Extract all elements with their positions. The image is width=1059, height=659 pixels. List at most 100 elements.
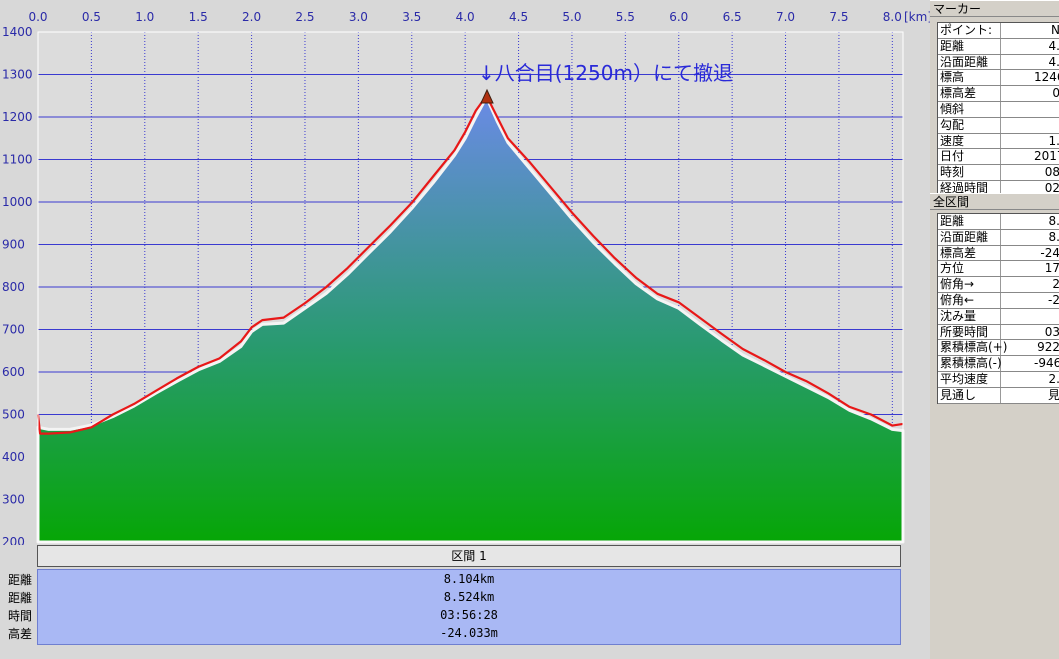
marker-row-value: 08 [1044, 165, 1059, 180]
marker-row: 勾配 [938, 118, 1059, 134]
total-row-value: 8. [1048, 229, 1059, 244]
section-time: 03:56:28 [440, 608, 498, 622]
total-row-value: 見 [1047, 387, 1059, 402]
info-side-panel: マーカー ポイント:N距離4.沿面距離4.標高1246標高差0傾斜勾配速度1.日… [930, 0, 1059, 659]
section-values: 8.104km 8.524km 03:56:28 -24.033m [37, 569, 901, 645]
total-row-key: 累積標高(+) [940, 340, 1008, 355]
section-distance: 8.104km [443, 572, 495, 586]
total-row-key: 距離 [940, 214, 965, 228]
total-row: 累積標高(+) 922 [938, 340, 1059, 357]
total-row: 沿面距離 8. [938, 230, 1059, 246]
y-tick-labels: 1400 1300 1200 1100 1000 900 800 700 600 500 400 30… [2, 25, 33, 545]
elevation-area-layer [36, 95, 905, 544]
x-tick-label: 4.5 [509, 10, 528, 24]
marker-row: 沿面距離 4. [938, 55, 1059, 71]
x-tick-label: 4.0 [456, 10, 475, 24]
plot-border [37, 31, 904, 543]
x-tick-label: 7.5 [829, 10, 848, 24]
y-tick-label: 600 [2, 365, 25, 379]
marker-row: 標高 1246 [938, 70, 1059, 87]
marker-row: 速度 1. [938, 134, 1059, 150]
marker-row-value: 4. [1048, 38, 1059, 53]
total-row-key: 沈み量 [940, 308, 977, 323]
x-tick-label: 5.0 [562, 10, 581, 24]
total-row-value: -946 [1034, 356, 1059, 371]
x-tick-label: 1.5 [189, 10, 208, 24]
y-tick-label: 1000 [2, 195, 33, 209]
marker-panel-title[interactable]: マーカー [930, 0, 1059, 17]
marker-row-key: 沿面距離 [940, 54, 989, 69]
y-tick-label: 800 [2, 280, 25, 294]
marker-row-value: 4. [1048, 54, 1059, 69]
x-tick-label: 6.5 [723, 10, 742, 24]
total-row: 所要時間 03 [938, 325, 1059, 341]
elevation-chart[interactable]: 0.0 0.5 1.0 1.5 2.0 2.5 3.0 3.5 4.0 4.5 5.0 5.5 6.0 6… [0, 0, 930, 545]
marker-row-key: 標高 [940, 70, 965, 85]
total-row-value: -2 [1048, 292, 1059, 307]
total-row-key: 沿面距離 [940, 229, 989, 244]
section-surface-distance: 8.524km [443, 590, 495, 604]
total-row: 俯角→ 2 [938, 277, 1059, 293]
section-header[interactable]: 区間 1 [37, 545, 901, 567]
y-tick-label: 1100 [2, 153, 33, 167]
y-tick-label: 1400 [2, 25, 33, 39]
marker-row: 標高差 0 [938, 86, 1059, 102]
elevation-line [36, 94, 904, 435]
marker-row-key: 時刻 [940, 165, 965, 180]
total-row: 俯角← -2 [938, 293, 1059, 309]
retreat-annotation: ↓八合目(1250m）にて撤退 [478, 61, 733, 85]
summit-marker [480, 88, 494, 104]
y-tick-label: 1200 [2, 110, 33, 124]
total-row: 平均速度 2. [938, 372, 1059, 388]
section-summary-panel: 区間 1 距離 距離 時間 高差 8.104km 8.524km 03:56:2… [0, 543, 910, 659]
y-tick-label: 700 [2, 323, 25, 337]
marker-row-value: 0 [1052, 86, 1059, 101]
marker-row-key: 勾配 [940, 117, 965, 132]
x-tick-label: 3.5 [402, 10, 421, 24]
marker-row-key: 距離 [940, 38, 965, 53]
total-row-key: 所要時間 [940, 324, 989, 339]
total-row: 沈み量 [938, 309, 1059, 325]
marker-row-key: 経過時間 [940, 180, 989, 195]
total-panel-title[interactable]: 全区間 [930, 193, 1059, 210]
total-row-key: 見通し [940, 387, 977, 402]
total-row: 方位 17 [938, 261, 1059, 278]
x-tick-label: 0.0 [28, 10, 47, 24]
section-label-3: 高差 [7, 627, 32, 641]
marker-row: 時刻 08 [938, 165, 1059, 181]
marker-row: 傾斜 [938, 102, 1059, 118]
y-tick-label: 900 [2, 238, 25, 252]
total-row: 標高差 -24 [938, 246, 1059, 262]
marker-row-value: N [1051, 23, 1059, 37]
total-row-key: 俯角→ [940, 277, 975, 292]
y-tick-label: 200 [2, 535, 25, 545]
x-tick-label: 5.5 [616, 10, 635, 24]
total-row-key: 平均速度 [940, 371, 989, 386]
marker-row-value: 1246 [1034, 70, 1059, 85]
section-label-0: 距離 [7, 573, 32, 587]
marker-row-value: 02 [1044, 180, 1059, 195]
total-row: 見通し 見 [938, 388, 1059, 404]
total-row-key: 俯角← [940, 292, 975, 307]
marker-row-key: 日付 [940, 149, 965, 164]
x-tick-labels: 0.0 0.5 1.0 1.5 2.0 2.5 3.0 3.5 4.0 4.5 5.0 5.5 6.0 6… [28, 10, 901, 24]
total-row-value: 922 [1037, 340, 1059, 355]
marker-row-key: 標高差 [940, 86, 977, 101]
total-row-value: 17 [1044, 261, 1059, 276]
total-row-value: 03 [1044, 324, 1059, 339]
marker-row-key: 傾斜 [940, 101, 965, 116]
total-row-value: -24 [1040, 245, 1059, 260]
section-label-1: 距離 [7, 591, 32, 605]
annotation-layer: ↓八合目(1250m）にて撤退 [478, 61, 733, 104]
total-row-value: 8. [1048, 214, 1059, 228]
y-tick-label: 300 [2, 493, 25, 507]
x-tick-label: 6.0 [669, 10, 688, 24]
y-tick-label: 400 [2, 450, 25, 464]
elevation-line-layer [36, 94, 904, 435]
x-tick-label: 7.0 [776, 10, 795, 24]
x-tick-label: 8.0 [883, 10, 902, 24]
x-tick-label: 0.5 [82, 10, 101, 24]
section-label-2: 時間 [7, 609, 32, 623]
marker-row: ポイント: N [938, 23, 1059, 39]
